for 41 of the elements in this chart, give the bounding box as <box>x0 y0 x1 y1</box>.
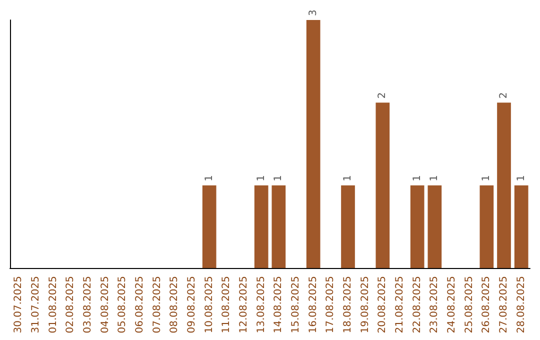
x-tick-label: 07.08.2025 <box>152 276 163 334</box>
x-tick-label: 01.08.2025 <box>48 276 59 334</box>
x-tick-label: 13.08.2025 <box>256 276 267 334</box>
data-label: 1 <box>342 174 354 182</box>
x-tick-label: 31.07.2025 <box>30 276 42 334</box>
data-label: 2 <box>498 92 510 99</box>
x-tick-label: 05.08.2025 <box>117 276 128 334</box>
x-tick-label: 04.08.2025 <box>100 276 111 334</box>
x-tick-label: 15.08.2025 <box>290 276 302 334</box>
x-tick-label: 14.08.2025 <box>273 276 284 334</box>
x-tick-label: 20.08.2025 <box>377 276 388 334</box>
x-tick-label: 19.08.2025 <box>360 276 371 334</box>
x-tick-label: 03.08.2025 <box>82 276 94 334</box>
x-tick-label: 11.08.2025 <box>221 276 232 334</box>
x-tick-label: 09.08.2025 <box>186 276 198 334</box>
x-tick-label: 10.08.2025 <box>204 276 215 334</box>
data-label: 1 <box>481 174 492 182</box>
x-tick-label: 17.08.2025 <box>325 276 336 334</box>
data-label: 1 <box>516 174 527 182</box>
x-tick-label: 30.07.2025 <box>13 276 24 334</box>
data-label: 1 <box>429 174 440 182</box>
x-tick-label: 22.08.2025 <box>412 276 423 334</box>
data-label: 1 <box>204 174 215 182</box>
data-label: 3 <box>308 10 319 16</box>
x-tick-label: 28.08.2025 <box>516 276 527 334</box>
x-tick-label: 23.08.2025 <box>429 276 440 334</box>
data-label: 1 <box>256 174 267 182</box>
x-tick-label: 27.08.2025 <box>498 276 510 334</box>
x-tick-label: 08.08.2025 <box>169 276 180 334</box>
x-tick-label: 26.08.2025 <box>481 276 492 334</box>
x-tick-label: 16.08.2025 <box>308 276 319 334</box>
x-tick-label: 25.08.2025 <box>464 276 475 334</box>
x-tick-label: 18.08.2025 <box>342 276 354 334</box>
data-label: 2 <box>377 92 388 99</box>
x-tick-label: 02.08.2025 <box>65 276 76 334</box>
data-label: 1 <box>273 174 284 182</box>
data-label: 1 <box>412 174 423 182</box>
x-tick-label: 21.08.2025 <box>394 276 406 334</box>
x-tick-label: 06.08.2025 <box>134 276 146 334</box>
x-tick-label: 12.08.2025 <box>238 276 250 334</box>
x-tick-label: 24.08.2025 <box>446 276 458 334</box>
